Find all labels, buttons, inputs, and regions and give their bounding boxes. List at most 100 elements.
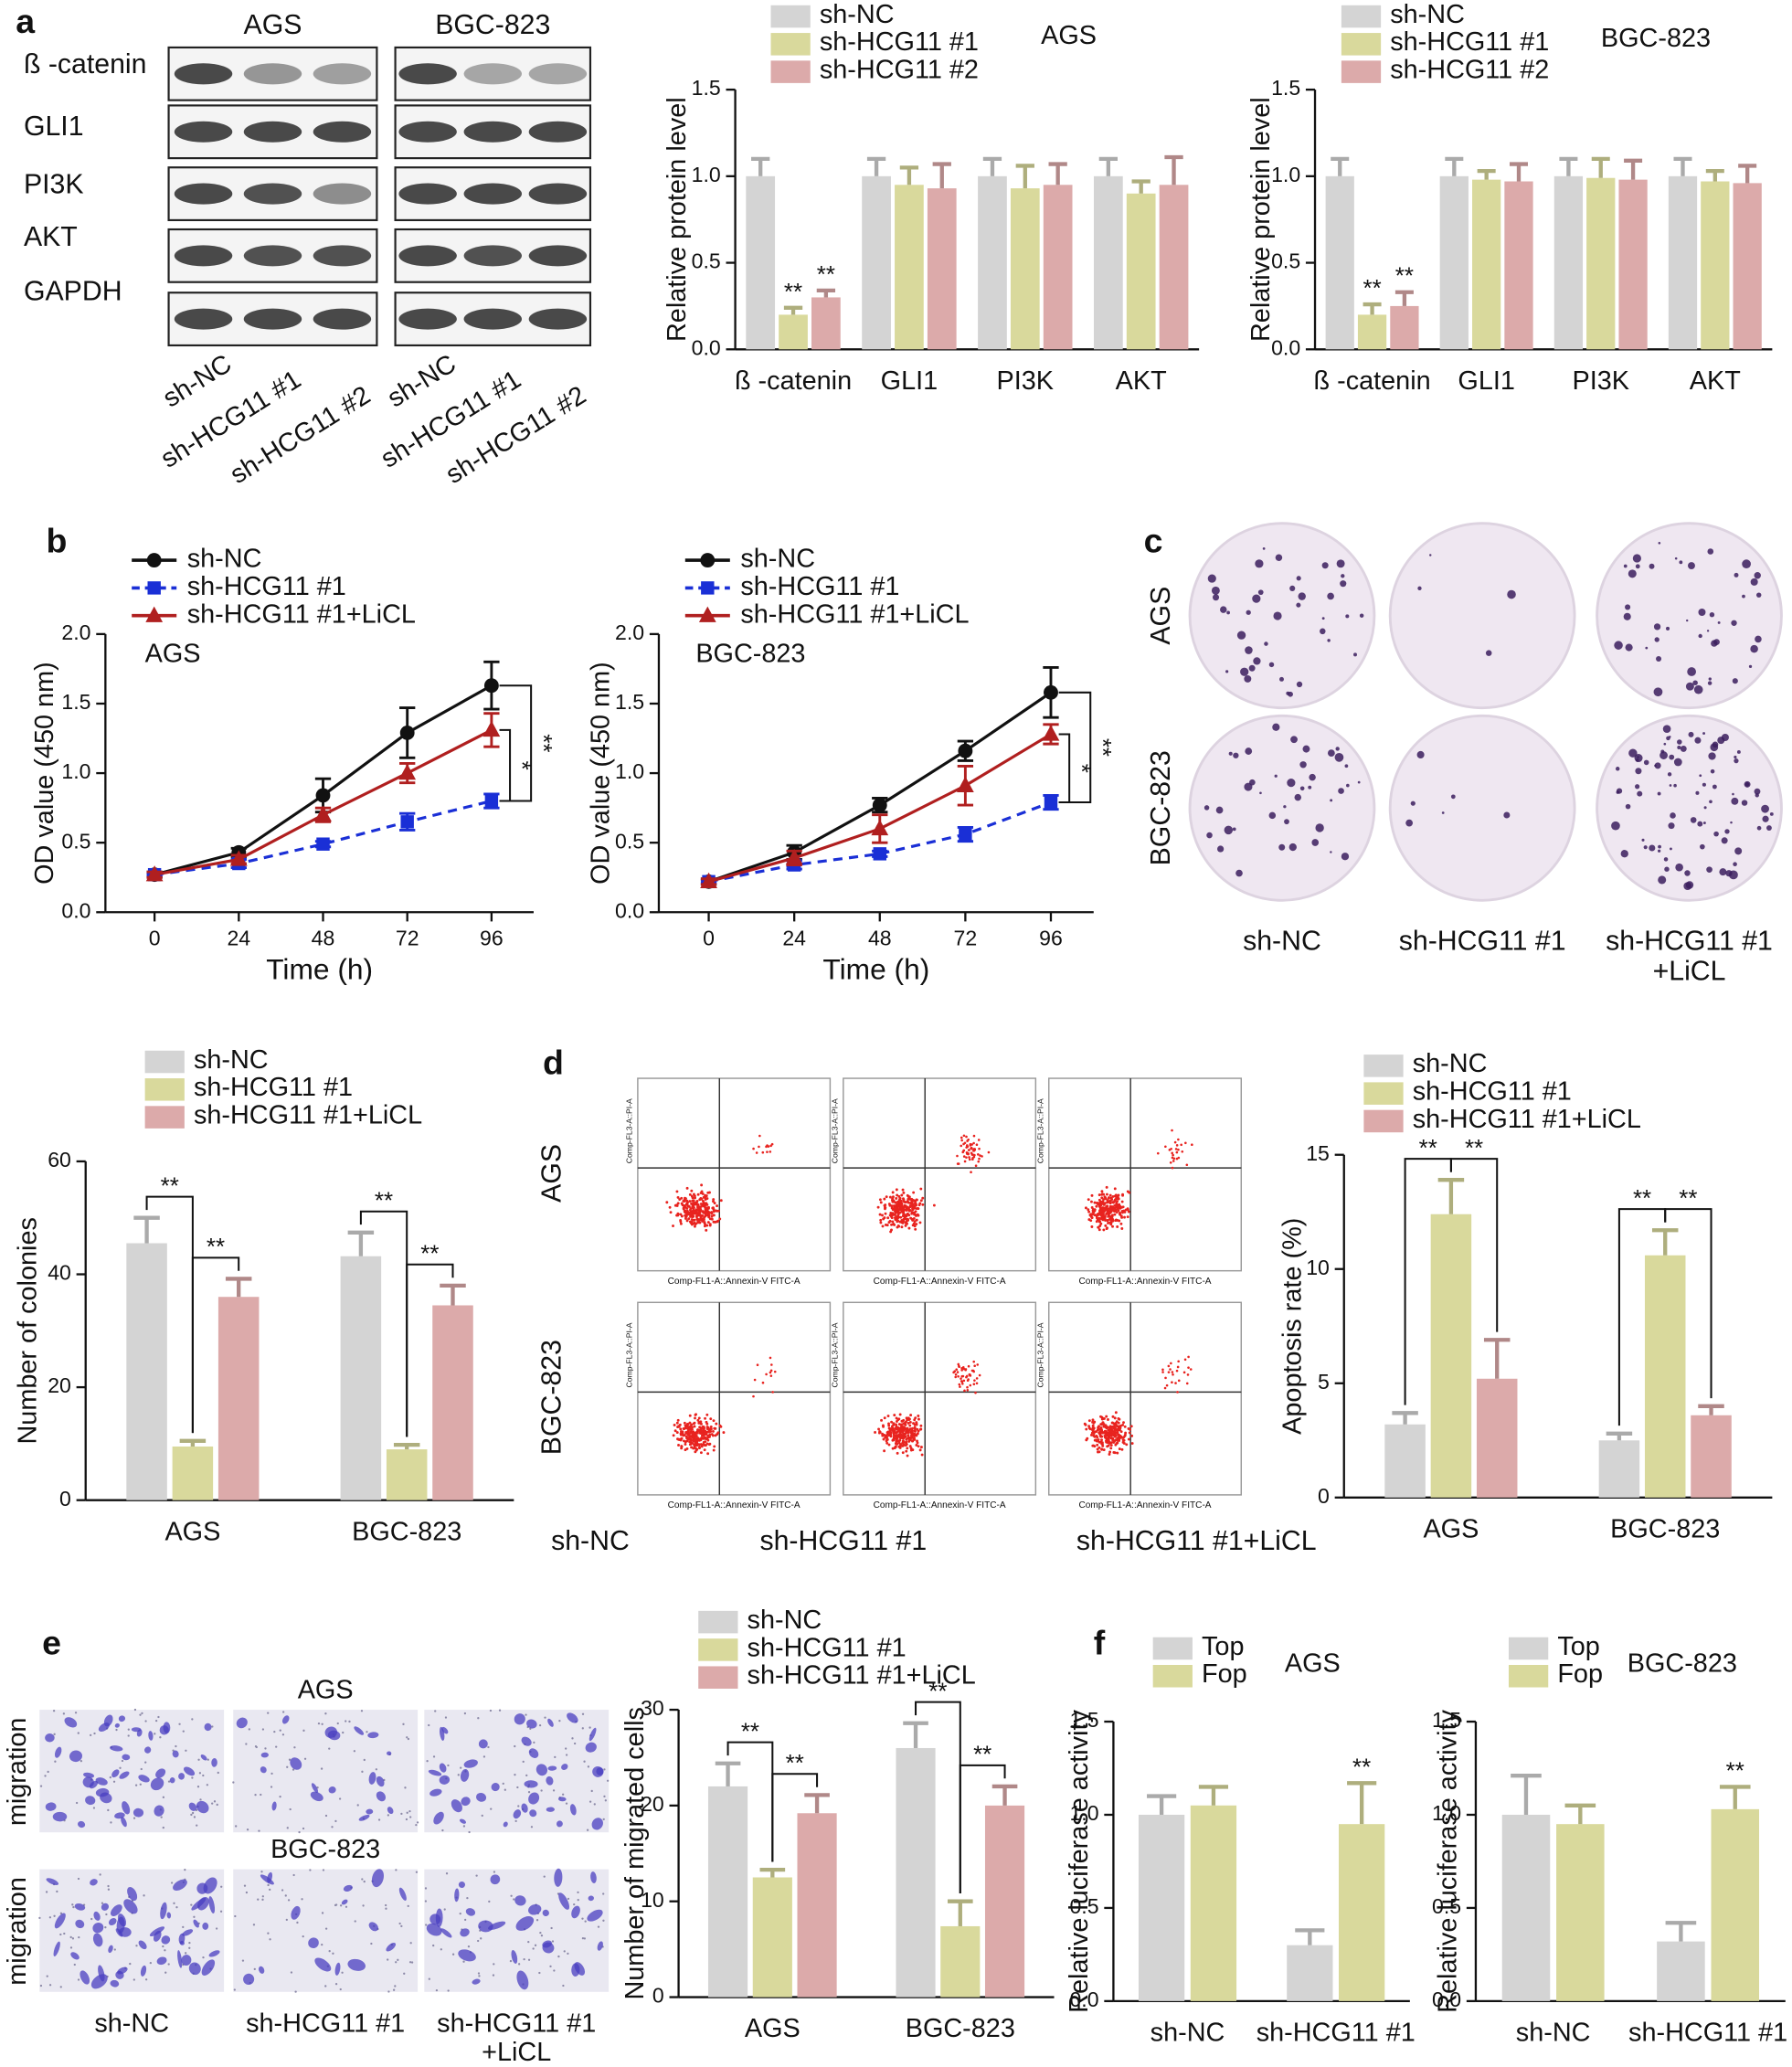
colony — [1315, 823, 1324, 832]
colony — [1719, 868, 1727, 876]
pore — [119, 1766, 122, 1769]
pore — [516, 1786, 519, 1789]
bar — [217, 1297, 260, 1500]
event — [1109, 1444, 1113, 1447]
event — [680, 1447, 684, 1450]
event — [665, 1201, 669, 1204]
pore — [59, 1933, 62, 1936]
pore — [561, 1793, 565, 1796]
event — [913, 1224, 917, 1228]
event — [1175, 1150, 1179, 1154]
cell — [92, 1933, 103, 1947]
blot-band — [243, 308, 302, 330]
pore — [144, 1761, 147, 1764]
cell — [193, 1919, 199, 1928]
pore — [93, 1732, 96, 1735]
event — [912, 1222, 916, 1225]
pore — [292, 1873, 295, 1877]
legend-label: sh-HCG11 #1 — [740, 572, 899, 601]
pore — [144, 1720, 147, 1722]
event — [891, 1213, 895, 1216]
legend-label: Fop — [1202, 1659, 1247, 1689]
cell — [290, 1757, 302, 1770]
pore — [445, 1872, 449, 1875]
event — [705, 1432, 708, 1436]
colony — [1207, 574, 1216, 583]
event — [910, 1200, 914, 1203]
event — [920, 1453, 924, 1457]
event — [1111, 1194, 1115, 1198]
cell — [291, 1905, 301, 1920]
colony — [1658, 875, 1667, 885]
event — [893, 1414, 896, 1417]
event — [701, 1426, 705, 1429]
pore — [202, 1774, 205, 1777]
event — [710, 1212, 714, 1215]
colony — [1654, 762, 1661, 769]
pore — [432, 1944, 435, 1947]
pore — [466, 1897, 469, 1900]
pore — [525, 1774, 528, 1777]
event — [1116, 1224, 1119, 1228]
event — [1111, 1201, 1115, 1204]
pore — [188, 1941, 191, 1945]
blot-band — [398, 121, 457, 143]
event — [1098, 1220, 1102, 1224]
colony — [1211, 586, 1220, 595]
event — [1177, 1156, 1181, 1160]
event — [1176, 1365, 1180, 1369]
cell — [83, 1772, 95, 1778]
pore — [441, 1828, 444, 1832]
pore — [260, 1793, 262, 1797]
event — [1099, 1214, 1103, 1217]
event — [679, 1427, 683, 1431]
colony — [1649, 844, 1656, 852]
colony — [1299, 786, 1305, 791]
cell — [454, 1888, 460, 1903]
colony — [1653, 687, 1663, 697]
event — [1170, 1362, 1172, 1365]
pore — [167, 1780, 171, 1783]
event — [712, 1200, 715, 1203]
event — [907, 1201, 910, 1204]
cell — [123, 1899, 138, 1914]
event — [685, 1447, 689, 1450]
cell — [154, 1805, 164, 1817]
event — [1091, 1208, 1095, 1211]
colony — [1669, 736, 1671, 738]
event — [907, 1208, 911, 1211]
legend-label: sh-NC — [748, 1606, 822, 1635]
blot-band — [174, 121, 233, 143]
event — [1091, 1213, 1095, 1216]
pore — [573, 1742, 577, 1745]
pore — [235, 1825, 238, 1828]
event — [1122, 1442, 1126, 1445]
event — [1184, 1141, 1187, 1145]
cell — [341, 1899, 348, 1905]
pore — [264, 1747, 267, 1750]
pore — [339, 1904, 343, 1907]
legend-swatch — [698, 1610, 738, 1634]
pore — [134, 1784, 138, 1786]
pore — [517, 1963, 521, 1966]
cell — [281, 1715, 290, 1724]
event — [685, 1219, 689, 1223]
x-tick-label: AKT — [1690, 366, 1741, 396]
colony — [1702, 732, 1706, 736]
event — [710, 1217, 714, 1221]
colony — [1249, 779, 1256, 786]
flow-x-axis: Comp-FL1-A::Annexin-V FITC-A — [874, 1500, 1006, 1510]
event — [676, 1195, 680, 1199]
event — [904, 1224, 907, 1227]
pore — [345, 1720, 347, 1722]
colony — [1635, 758, 1639, 762]
legend-swatch — [1363, 1055, 1404, 1077]
pore — [199, 1798, 202, 1801]
significance-bracket — [499, 684, 533, 802]
bar — [1657, 1941, 1705, 2001]
event — [896, 1430, 899, 1434]
y-axis-label: OD value (450 nm) — [587, 662, 616, 885]
event — [891, 1438, 895, 1442]
event — [882, 1217, 885, 1221]
event — [958, 1364, 960, 1368]
